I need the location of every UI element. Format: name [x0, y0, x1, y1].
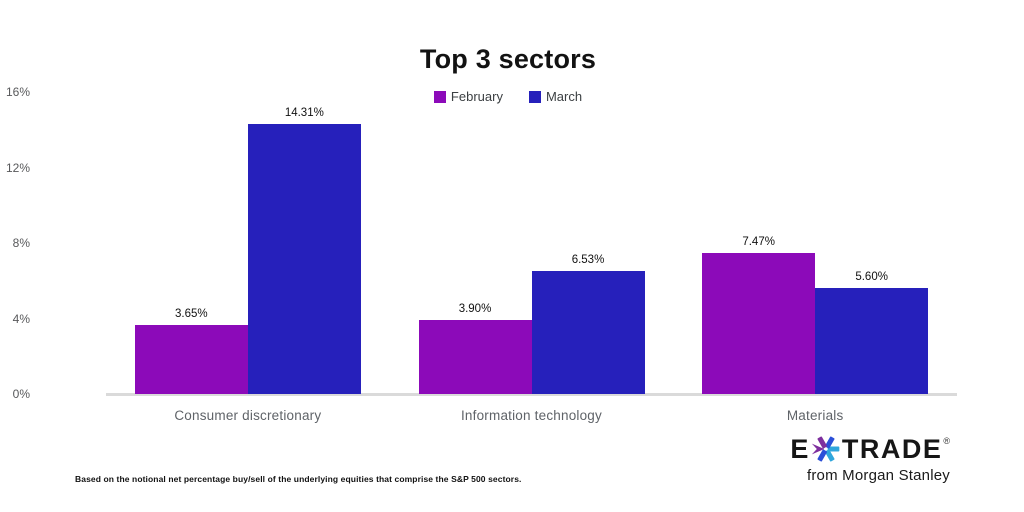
etrade-letters-trade: TRADE — [841, 434, 943, 464]
legend-item-february: February — [433, 89, 503, 104]
legend-label: March — [545, 89, 583, 104]
bar-value-label: 7.47% — [742, 236, 775, 249]
category-label-information-technology: Information technology — [460, 408, 602, 423]
y-axis-tick-4-: 4% — [12, 311, 30, 326]
etrade-wordmark: E TRADE ® — [790, 433, 950, 465]
etrade-letter-e: E — [790, 434, 810, 464]
legend-swatch-icon — [528, 90, 541, 103]
etrade-tagline: from Morgan Stanley — [806, 467, 950, 484]
bar-chart-plot-area: 0% 4% 8% 12% 16% 3.65% 14.31% Consumer discreti… — [6, 85, 957, 423]
bar-wrap-february-consumer-discretionary: 3.65% — [134, 92, 248, 394]
etrade-logo: E TRADE ® from Morgan Stanley — [790, 433, 950, 484]
bar-march-consumer-discretionary — [247, 123, 361, 394]
registered-trademark-symbol: ® — [943, 436, 950, 446]
bar-value-label: 14.31% — [284, 106, 324, 119]
bar-wrap-march-information-technology: 6.53% — [531, 92, 645, 394]
bar-february-materials — [702, 253, 816, 394]
bar-value-label: 6.53% — [571, 253, 605, 266]
bar-march-information-technology — [531, 270, 645, 394]
y-axis-tick-16-: 16% — [5, 85, 30, 99]
bar-february-consumer-discretionary — [134, 325, 248, 394]
legend-item-march: March — [528, 89, 583, 104]
bar-wrap-march-consumer-discretionary: 14.31% — [247, 92, 361, 394]
bar-group-information-technology: 3.90% 6.53% — [418, 92, 645, 394]
etrade-asterisk-icon — [811, 436, 840, 462]
bar-wrap-february-materials: 7.47% — [702, 92, 816, 394]
y-axis-tick-8-: 8% — [12, 236, 30, 250]
bar-wrap-march-materials: 5.60% — [815, 92, 929, 394]
legend-label: February — [450, 89, 503, 104]
bar-value-label: 5.60% — [855, 271, 888, 284]
category-label-consumer-discretionary: Consumer discretionary — [174, 408, 322, 423]
bar-value-label: 3.65% — [175, 308, 208, 321]
bar-wrap-february-information-technology: 3.90% — [418, 92, 532, 394]
legend-swatch-icon — [433, 90, 446, 103]
bar-value-label: 3.90% — [458, 303, 492, 316]
bar-february-information-technology — [418, 320, 532, 394]
chart-title: Top 3 sectors — [419, 44, 597, 74]
category-label-materials: Materials — [786, 408, 844, 423]
chart-legend: February March — [0, 89, 1016, 104]
y-axis-tick-12-: 12% — [5, 160, 30, 175]
x-axis-baseline — [106, 393, 957, 396]
chart-footnote: Based on the notional net percentage buy… — [75, 474, 522, 484]
bar-group-materials: 7.47% 5.60% — [702, 92, 929, 394]
y-axis-tick-0-: 0% — [12, 387, 30, 401]
bar-march-materials — [815, 288, 929, 394]
bar-group-consumer-discretionary: 3.65% 14.31% — [134, 92, 361, 394]
